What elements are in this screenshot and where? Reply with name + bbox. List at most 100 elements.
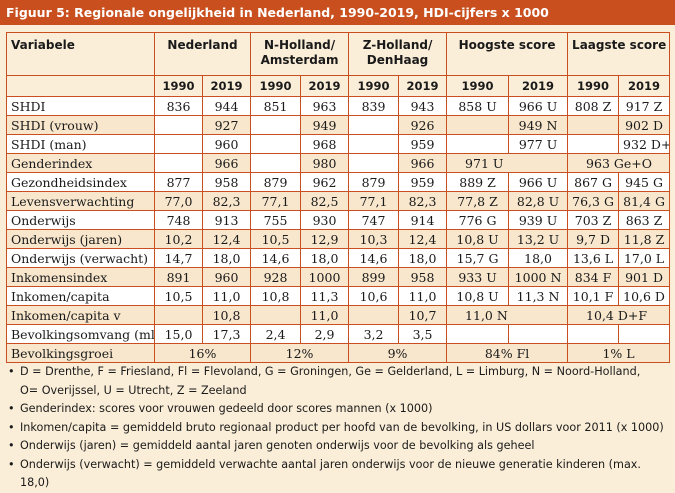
table-row: SHDI (man) 960 968 959 977 U 932 D+Z (6, 134, 671, 154)
table-cell: 10,5 (154, 286, 203, 306)
table-cell (348, 305, 400, 325)
table-row: Levensverwachting 77,0 82,3 77,1 82,5 77,1 82,… (6, 191, 671, 211)
table-cell (618, 324, 671, 344)
table-cell: 10,3 (348, 229, 400, 249)
table-cell: 81,4 G (618, 191, 671, 211)
table-cell: 971 U (446, 153, 569, 173)
header-nederland: Nederland (153, 32, 252, 76)
table-cell: 863 Z (618, 210, 671, 230)
table-cell (567, 115, 620, 135)
table-cell: 963 (300, 96, 350, 116)
table-cell: 14,6 (250, 248, 302, 268)
table-cell: 10,2 (154, 229, 203, 249)
table-cell: 966 U (508, 96, 569, 116)
table-row: Inkomen/capita v 10,8 11,0 10,7 11,0 N 10,4 D… (6, 305, 671, 325)
table-cell: 747 (348, 210, 400, 230)
table-cell: 9% (348, 343, 448, 363)
table-cell: 748 (154, 210, 203, 230)
table-cell: 867 G (567, 172, 620, 192)
table-cell: 77,1 (348, 191, 400, 211)
table-cell: 2,9 (300, 324, 350, 344)
row-label: SHDI (vrouw) (6, 115, 155, 135)
table-cell: 11,8 Z (618, 229, 671, 249)
table-cell: 18,0 (398, 248, 448, 268)
header-laagste-score: Laagste score (567, 32, 671, 76)
row-label: Onderwijs (jaren) (6, 229, 155, 249)
table-cell: 851 (250, 96, 302, 116)
table-cell (154, 305, 203, 325)
table-cell: 879 (348, 172, 400, 192)
table-cell: 10,4 D+F (567, 305, 671, 325)
table-cell: 945 G (618, 172, 671, 192)
table-cell: 10,8 (250, 286, 302, 306)
table-cell (446, 115, 510, 135)
table-cell: 11,0 (201, 286, 252, 306)
table-cell: 949 N (508, 115, 569, 135)
table-cell: 899 (348, 267, 400, 287)
table-cell: 3,5 (398, 324, 448, 344)
table-cell: 14,7 (154, 248, 203, 268)
table-cell (250, 134, 302, 154)
table-cell: 839 (348, 96, 400, 116)
header-year: 2019 (300, 75, 350, 97)
header-year: 1990 (154, 75, 203, 97)
table-cell: 932 D+Z (618, 134, 671, 154)
table-row: SHDI (vrouw) 927 949 926 949 N 902 D (6, 115, 671, 135)
table-cell: 17,0 L (618, 248, 671, 268)
table-row: Inkomen/capita 10,5 11,0 10,8 11,3 10,6 11,0 10… (6, 286, 671, 306)
table-cell: 84% Fl (446, 343, 569, 363)
table-cell: 82,3 (398, 191, 448, 211)
row-label: Inkomen/capita v (6, 305, 155, 325)
table-cell: 82,3 (201, 191, 252, 211)
table-cell: 10,6 D (618, 286, 671, 306)
header-year: 1990 (446, 75, 510, 97)
table-cell: 914 (398, 210, 448, 230)
header-year-blank (6, 75, 155, 97)
table-cell: 944 (201, 96, 252, 116)
table-cell: 933 U (446, 267, 510, 287)
header-year: 2019 (618, 75, 671, 97)
table-cell: 959 (398, 134, 448, 154)
table-cell: 968 (300, 134, 350, 154)
footnotes: D = Drenthe, F = Friesland, Fl = Flevola… (8, 363, 668, 493)
table-cell: 928 (250, 267, 302, 287)
table-cell: 10,8 U (446, 286, 510, 306)
table-cell: 17,3 (201, 324, 252, 344)
table-cell: 82,8 U (508, 191, 569, 211)
table-cell: 977 U (508, 134, 569, 154)
table-cell: 858 U (446, 96, 510, 116)
header-zholland: Z-Holland/DenHaag (348, 32, 448, 76)
header-year: 2019 (201, 75, 252, 97)
table-cell: 901 D (618, 267, 671, 287)
table-cell: 966 U (508, 172, 569, 192)
table-row: Inkomensindex 891 960 928 1000 899 958 933 U 100… (6, 267, 671, 287)
table-cell: 13,2 U (508, 229, 569, 249)
table-cell: 966 (398, 153, 448, 173)
header-year: 2019 (398, 75, 448, 97)
row-label: SHDI (man) (6, 134, 155, 154)
table-cell: 10,5 (250, 229, 302, 249)
header-nholland: N-Holland/Amsterdam (250, 32, 350, 76)
table-cell: 11,0 N (446, 305, 569, 325)
table-cell: 77,0 (154, 191, 203, 211)
table-cell: 14,6 (348, 248, 400, 268)
figure-title: Figuur 5: Regionale ongelijkheid in Nede… (0, 0, 675, 25)
table-cell (446, 134, 510, 154)
row-label: Bevolkingsgroei (6, 343, 155, 363)
footnote: Onderwijs (jaren) = gemiddeld aantal jar… (8, 437, 668, 456)
header-year: 1990 (250, 75, 302, 97)
table-cell: 902 D (618, 115, 671, 135)
table-cell: 3,2 (348, 324, 400, 344)
table-cell: 15,7 G (446, 248, 510, 268)
header-variabele: Variabele (6, 32, 155, 76)
table-cell (567, 324, 620, 344)
table-cell: 1000 (300, 267, 350, 287)
table-cell: 12,4 (201, 229, 252, 249)
hdi-table: Variabele Nederland N-Holland/Amsterdam … (6, 32, 671, 363)
row-label: Bevolkingsomvang (mln) (6, 324, 155, 344)
table-cell: 18,0 (508, 248, 569, 268)
row-label: Inkomen/capita (6, 286, 155, 306)
table-cell: 913 (201, 210, 252, 230)
table-cell: 879 (250, 172, 302, 192)
